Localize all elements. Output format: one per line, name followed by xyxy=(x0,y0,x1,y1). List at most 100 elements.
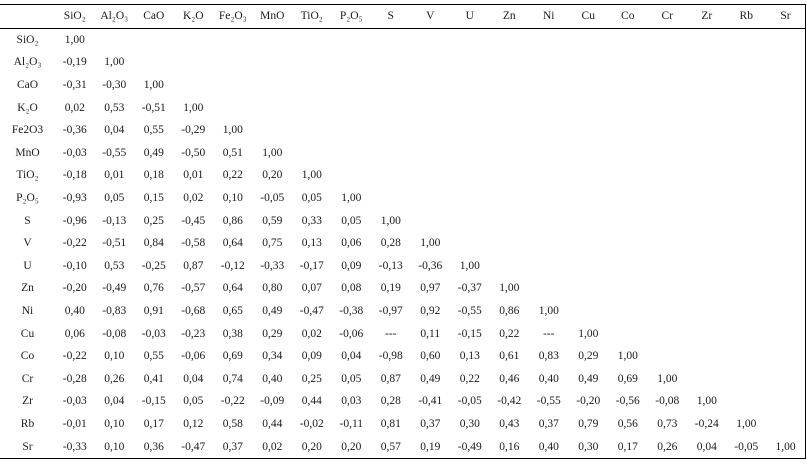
matrix-cell: 0,83 xyxy=(538,350,559,363)
matrix-cell xyxy=(174,74,214,97)
matrix-cell: 1,00 xyxy=(143,79,164,92)
table-row: S -0,96 -0,13 0,25 -0,45 0,86 0,59 0,33 0,05 1,00 xyxy=(0,209,806,232)
matrix-cell xyxy=(687,300,727,323)
matrix-cell: -0,09 xyxy=(260,395,285,408)
matrix-cell: 0,11 xyxy=(420,327,441,340)
matrix-cell: 0,04 xyxy=(104,124,125,137)
matrix-cell xyxy=(608,142,648,165)
matrix-cell: -0,41 xyxy=(418,395,443,408)
matrix-cell xyxy=(253,51,293,74)
matrix-cell: 0,18 xyxy=(143,169,164,182)
row-header: P₂O₅ xyxy=(16,192,39,205)
matrix-cell: 0,40 xyxy=(538,440,559,453)
matrix-cell xyxy=(450,96,490,119)
matrix-cell xyxy=(411,96,451,119)
matrix-cell: 0,02 xyxy=(64,101,85,114)
matrix-cell xyxy=(490,209,530,232)
matrix-cell xyxy=(727,322,767,345)
matrix-cell xyxy=(766,74,806,97)
row-header: CaO xyxy=(16,79,39,92)
matrix-cell: 0,74 xyxy=(222,372,243,385)
matrix-cell xyxy=(648,232,688,255)
matrix-cell: 0,87 xyxy=(183,259,204,272)
matrix-cell: --- xyxy=(385,327,397,340)
matrix-cell: -0,29 xyxy=(181,124,206,137)
matrix-cell: -0,19 xyxy=(62,56,87,69)
matrix-cell xyxy=(727,142,767,165)
matrix-cell xyxy=(608,119,648,142)
matrix-cell: -0,57 xyxy=(181,282,206,295)
matrix-cell xyxy=(332,51,372,74)
row-header: Rb xyxy=(20,417,35,430)
column-header: Fe₂O₃ xyxy=(218,10,247,23)
matrix-cell: 0,55 xyxy=(143,124,164,137)
matrix-cell: 1,00 xyxy=(104,56,125,69)
matrix-cell: 1,00 xyxy=(301,169,322,182)
matrix-cell: -0,05 xyxy=(734,440,759,453)
matrix-cell xyxy=(648,277,688,300)
matrix-cell: 1,00 xyxy=(64,33,85,46)
matrix-cell: -0,28 xyxy=(62,372,87,385)
row-header: K₂O xyxy=(17,101,38,114)
matrix-cell: 0,40 xyxy=(262,372,283,385)
matrix-cell: 0,10 xyxy=(104,417,125,430)
matrix-cell xyxy=(727,187,767,210)
matrix-cell: 0,12 xyxy=(183,417,204,430)
matrix-cell xyxy=(766,164,806,187)
matrix-cell: 0,44 xyxy=(262,417,283,430)
matrix-cell: 1,00 xyxy=(183,101,204,114)
matrix-cell: -0,06 xyxy=(339,327,364,340)
column-header: Zr xyxy=(701,10,713,23)
matrix-cell xyxy=(687,164,727,187)
column-header: Co xyxy=(621,10,635,23)
matrix-cell: -0,12 xyxy=(220,259,245,272)
table-row: U -0,10 0,53 -0,25 0,87 -0,12 -0,33 -0,17 0,09 -0… xyxy=(0,255,806,278)
table-row: P₂O₅ -0,93 0,05 0,15 0,02 0,10 -0,05 0,05 1,00 xyxy=(0,187,806,210)
matrix-cell: 0,09 xyxy=(301,350,322,363)
matrix-cell xyxy=(687,96,727,119)
matrix-cell xyxy=(450,187,490,210)
row-header: Fe2O3 xyxy=(11,124,44,137)
matrix-cell xyxy=(490,28,530,51)
matrix-cell xyxy=(766,413,806,436)
matrix-cell xyxy=(766,28,806,51)
matrix-cell xyxy=(529,164,569,187)
row-header: TiO₂ xyxy=(16,169,39,182)
matrix-cell: 0,41 xyxy=(143,372,164,385)
matrix-cell xyxy=(687,345,727,368)
matrix-cell: -0,96 xyxy=(62,214,87,227)
matrix-cell xyxy=(766,187,806,210)
matrix-cell: 0,26 xyxy=(104,372,125,385)
matrix-cell xyxy=(411,119,451,142)
matrix-cell xyxy=(292,142,332,165)
column-header: SiO₂ xyxy=(63,10,86,23)
matrix-cell xyxy=(687,368,727,391)
matrix-cell xyxy=(253,96,293,119)
table-row: Co -0,22 0,10 0,55 -0,06 0,69 0,34 0,09 0,04 -0,9… xyxy=(0,345,806,368)
matrix-cell: 0,09 xyxy=(341,259,362,272)
matrix-cell xyxy=(213,28,253,51)
matrix-cell: -0,51 xyxy=(102,237,127,250)
matrix-cell: 0,25 xyxy=(143,214,164,227)
matrix-cell: 0,29 xyxy=(262,327,283,340)
matrix-cell xyxy=(648,119,688,142)
matrix-cell xyxy=(332,119,372,142)
matrix-cell: 0,57 xyxy=(380,440,401,453)
table-row: Cr -0,28 0,26 0,41 0,04 0,74 0,40 0,25 0,05 0,87 0… xyxy=(0,368,806,391)
row-header: MnO xyxy=(15,146,40,159)
matrix-cell xyxy=(371,187,411,210)
matrix-cell xyxy=(253,74,293,97)
matrix-cell xyxy=(529,74,569,97)
matrix-cell xyxy=(727,345,767,368)
paper-page: SiO₂ Al₂O₃ CaO K₂O Fe₂O₃ MnO TiO₂ P₂O₅ S V U Zn Ni Cu… xyxy=(0,4,807,467)
matrix-cell xyxy=(332,164,372,187)
matrix-cell: 0,28 xyxy=(380,395,401,408)
matrix-cell: 0,49 xyxy=(420,372,441,385)
matrix-cell xyxy=(569,277,609,300)
matrix-cell: 0,92 xyxy=(420,305,441,318)
matrix-cell: -0,03 xyxy=(62,146,87,159)
matrix-cell xyxy=(292,119,332,142)
matrix-cell: -0,23 xyxy=(181,327,206,340)
table-row: K₂O 0,02 0,53 -0,51 1,00 xyxy=(0,96,806,119)
table-body: SiO₂ 1,00 Al₂O₃ -0,19 1,00 CaO -0,31 -0,30 1,00 K… xyxy=(0,28,806,458)
